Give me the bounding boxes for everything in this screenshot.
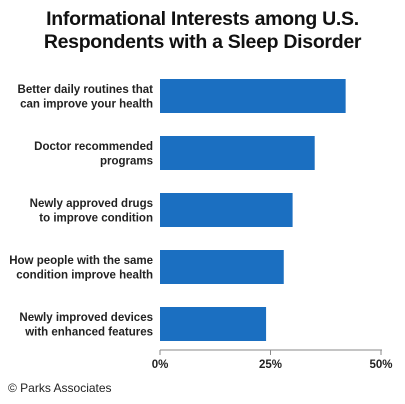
- bar-5: [160, 307, 267, 341]
- category-label-4: How people with the same condition improv…: [9, 255, 153, 282]
- category-label-5-line-1: Newly improved devices: [19, 312, 153, 324]
- category-label-4-line-2: condition improve health: [16, 269, 153, 281]
- bar-1: [160, 79, 346, 113]
- category-label-2-line-1: Doctor recommended: [34, 141, 153, 153]
- category-label-1-line-2: can improve your health: [20, 98, 153, 110]
- bars-group: [160, 79, 346, 341]
- category-label-2: Doctor recommended programs: [34, 141, 153, 168]
- chart-title-line-2: Respondents with a Sleep Disorder: [43, 31, 362, 53]
- x-tick-label-3: 50%: [369, 359, 392, 371]
- x-axis: 0% 25% 50%: [152, 349, 393, 371]
- x-tick-label-2: 25%: [259, 359, 282, 371]
- bar-2: [160, 136, 315, 170]
- category-label-1: Better daily routines that can improve yo…: [18, 84, 154, 111]
- chart-title-line-1: Informational Interests among U.S.: [46, 8, 359, 30]
- category-label-1-line-1: Better daily routines that: [18, 84, 154, 96]
- category-labels-group: Better daily routines that can improve yo…: [9, 84, 153, 339]
- category-label-3-line-1: Newly approved drugs: [30, 198, 153, 210]
- category-label-5-line-2: with enhanced features: [24, 326, 153, 338]
- category-label-4-line-1: How people with the same: [9, 255, 153, 267]
- copyright-credit: © Parks Associates: [8, 381, 112, 395]
- category-label-3: Newly approved drugs to improve condition: [30, 198, 153, 225]
- category-label-3-line-2: to improve condition: [39, 212, 153, 224]
- x-tick-label-1: 0%: [152, 359, 169, 371]
- category-label-2-line-2: programs: [100, 155, 153, 167]
- chart-title: Informational Interests among U.S. Respo…: [0, 8, 405, 54]
- bar-4: [160, 250, 284, 284]
- category-label-5: Newly improved devices with enhanced feat…: [19, 312, 153, 339]
- bar-3: [160, 193, 293, 227]
